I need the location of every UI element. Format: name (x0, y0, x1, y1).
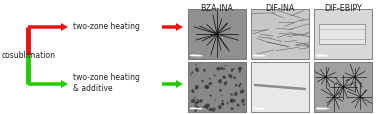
Ellipse shape (199, 99, 203, 103)
Ellipse shape (228, 74, 232, 79)
Ellipse shape (239, 85, 240, 88)
Bar (319, 25, 365, 45)
Text: 100μm: 100μm (317, 54, 331, 57)
Ellipse shape (191, 72, 194, 74)
Ellipse shape (218, 105, 222, 109)
Ellipse shape (222, 100, 224, 102)
Ellipse shape (190, 74, 192, 76)
Bar (188, 62, 246, 112)
Ellipse shape (195, 68, 199, 72)
Ellipse shape (196, 101, 198, 103)
Text: 70 μm: 70 μm (191, 54, 204, 57)
Ellipse shape (208, 108, 212, 111)
Ellipse shape (231, 69, 234, 72)
Text: two-zone heating
& additive: two-zone heating & additive (73, 72, 140, 92)
Ellipse shape (224, 82, 227, 86)
Ellipse shape (194, 108, 197, 112)
Ellipse shape (195, 65, 197, 66)
Ellipse shape (214, 100, 216, 101)
Ellipse shape (191, 89, 195, 93)
Ellipse shape (195, 105, 197, 107)
Bar (314, 10, 372, 60)
Ellipse shape (240, 90, 245, 94)
Ellipse shape (209, 95, 212, 97)
Ellipse shape (208, 82, 212, 85)
Ellipse shape (209, 78, 211, 80)
Ellipse shape (230, 99, 232, 102)
Ellipse shape (211, 108, 215, 112)
Ellipse shape (196, 106, 199, 110)
Ellipse shape (230, 93, 233, 96)
Ellipse shape (238, 67, 242, 71)
FancyArrow shape (28, 24, 68, 32)
Ellipse shape (227, 102, 228, 103)
Ellipse shape (239, 71, 241, 73)
Ellipse shape (195, 102, 198, 105)
Ellipse shape (195, 86, 198, 89)
Ellipse shape (220, 83, 222, 84)
Ellipse shape (204, 85, 208, 88)
FancyArrow shape (28, 80, 68, 88)
Ellipse shape (221, 95, 222, 96)
FancyArrow shape (162, 24, 183, 32)
Ellipse shape (237, 104, 240, 107)
Text: 100μm: 100μm (254, 54, 268, 57)
Bar (251, 62, 309, 112)
Text: 70 μm: 70 μm (254, 106, 266, 110)
Ellipse shape (230, 98, 234, 103)
Ellipse shape (216, 67, 220, 71)
Ellipse shape (234, 92, 237, 96)
Ellipse shape (194, 97, 196, 98)
Ellipse shape (203, 69, 206, 72)
Ellipse shape (243, 104, 245, 106)
Ellipse shape (206, 107, 208, 109)
Ellipse shape (191, 99, 195, 103)
Bar (188, 10, 246, 60)
Ellipse shape (206, 104, 210, 107)
Text: 100μm: 100μm (317, 106, 331, 110)
Ellipse shape (197, 101, 199, 103)
Ellipse shape (227, 103, 228, 105)
FancyArrow shape (162, 80, 183, 88)
Ellipse shape (204, 105, 208, 108)
Ellipse shape (201, 80, 204, 83)
Ellipse shape (219, 89, 222, 92)
Text: DIF-EBIPY: DIF-EBIPY (324, 3, 362, 12)
Ellipse shape (234, 100, 236, 102)
Ellipse shape (195, 86, 198, 89)
Text: cosublimation: cosublimation (2, 51, 56, 60)
Bar (251, 10, 309, 60)
Ellipse shape (194, 105, 195, 106)
Ellipse shape (222, 76, 226, 79)
Ellipse shape (221, 102, 224, 106)
Ellipse shape (239, 69, 241, 71)
Ellipse shape (197, 99, 199, 101)
Ellipse shape (214, 75, 215, 77)
Ellipse shape (231, 107, 234, 110)
Ellipse shape (220, 67, 224, 70)
Text: BZA-INA: BZA-INA (201, 3, 234, 12)
Ellipse shape (235, 84, 237, 87)
Ellipse shape (222, 103, 223, 105)
Ellipse shape (233, 76, 236, 79)
Ellipse shape (241, 99, 245, 103)
Ellipse shape (239, 83, 242, 86)
Ellipse shape (205, 106, 206, 107)
Ellipse shape (223, 68, 225, 70)
Ellipse shape (225, 65, 226, 67)
Ellipse shape (233, 68, 235, 70)
Bar (314, 62, 372, 112)
Ellipse shape (218, 79, 222, 83)
Text: DIF-INA: DIF-INA (265, 3, 295, 12)
Text: 70 μm: 70 μm (191, 106, 204, 110)
Ellipse shape (203, 106, 205, 108)
Ellipse shape (205, 86, 209, 89)
Text: two-zone heating: two-zone heating (73, 21, 140, 30)
